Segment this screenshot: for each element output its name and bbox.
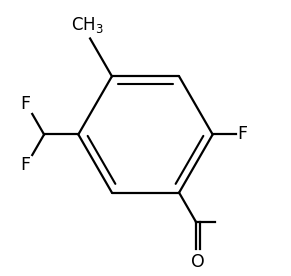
Text: F: F [238, 126, 248, 144]
Text: F: F [20, 156, 30, 174]
Text: F: F [20, 95, 30, 113]
Text: CH$_3$: CH$_3$ [71, 15, 104, 35]
Text: O: O [191, 253, 204, 270]
